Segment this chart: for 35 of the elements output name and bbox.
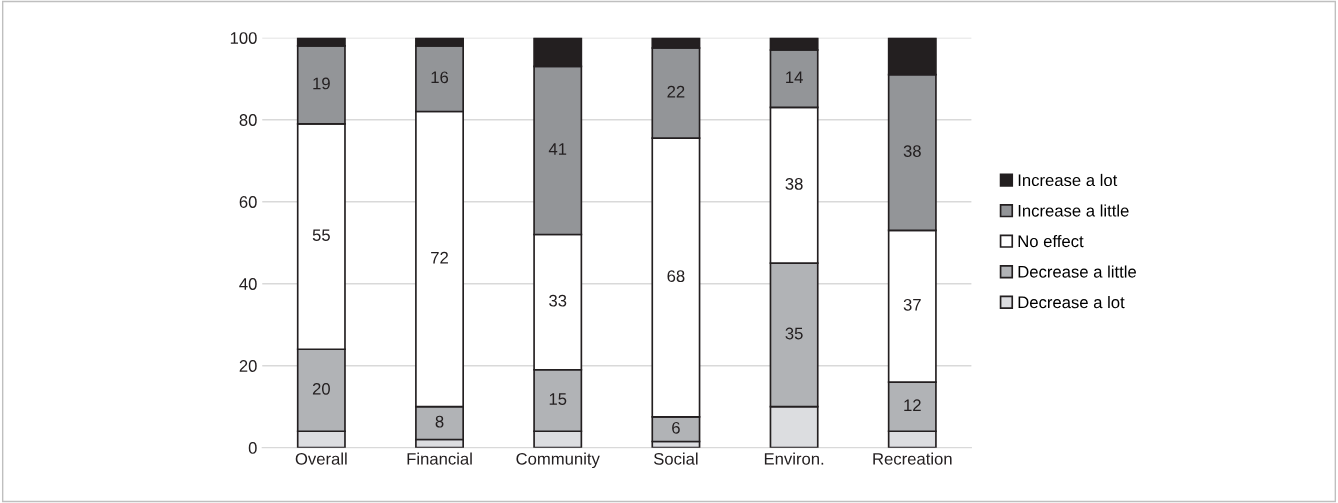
y-tick-label: 40 [239,278,257,290]
legend-label: Increase a lot [1018,173,1118,187]
data-label: 12 [904,399,921,411]
data-label: 22 [667,85,685,98]
data-label: 15 [549,393,567,405]
data-label: 35 [785,327,803,340]
data-label: 38 [785,177,803,190]
x-tick-label: Financial [407,452,472,465]
y-tick-label: 0 [248,442,257,454]
y-tick-label: 100 [230,32,257,44]
y-tick-label: 60 [239,196,257,208]
data-label: 6 [672,421,680,434]
y-tick-label: 20 [239,360,257,372]
data-label: 55 [312,229,330,242]
data-label: 8 [435,415,444,428]
legend-label: No effect [1018,234,1084,248]
data-label: 19 [313,77,330,90]
x-tick-label: Overall [295,452,347,465]
data-label: 38 [903,145,921,157]
data-label: 16 [431,71,449,84]
data-label: 68 [667,270,685,283]
legend-label: Decrease a lot [1018,296,1125,309]
legend-label: Increase a little [1018,204,1129,217]
legend-label: Decrease a little [1018,265,1136,278]
x-tick-label: Community [516,452,600,469]
data-label: 14 [786,71,803,84]
data-label: 72 [431,251,448,264]
x-tick-label: Social [653,452,698,465]
y-tick-label: 80 [239,114,257,126]
data-label: 20 [312,382,330,395]
x-tick-label: Recreation [873,452,952,465]
data-label: 41 [548,143,567,155]
data-label: 37 [903,298,921,311]
x-tick-label: Environ. [764,452,824,465]
data-label: 33 [549,294,567,307]
